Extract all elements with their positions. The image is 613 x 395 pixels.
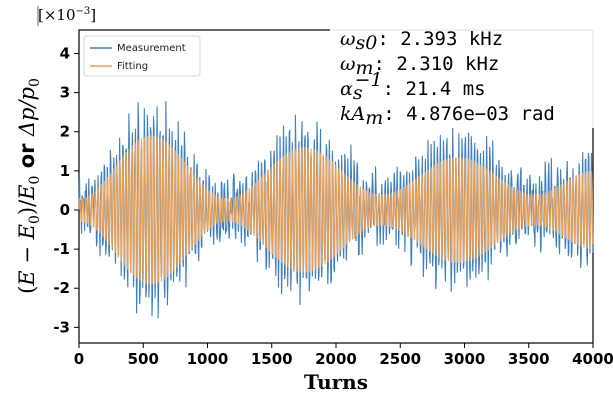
param-omega-s0: ωs0: 2.393 kHz bbox=[340, 28, 503, 54]
legend-label-fitting: Fitting bbox=[117, 61, 148, 72]
fit-parameters: ωs0: 2.393 kHz ωm: 2.310 kHz αs−1: 21.4 … bbox=[330, 28, 598, 129]
param-alpha-s: αs−1: 21.4 ms bbox=[340, 69, 486, 104]
y-tick-label: 2 bbox=[60, 123, 70, 141]
y-scale-factor: [×10−3] bbox=[38, 6, 96, 24]
x-tick-label: 2000 bbox=[315, 350, 357, 368]
param-omega-m: ωm: 2.310 kHz bbox=[340, 53, 499, 79]
legend: Measurement Fitting bbox=[83, 35, 201, 77]
x-tick-label: 0 bbox=[74, 350, 84, 368]
fitting-line bbox=[78, 135, 594, 285]
param-kAm: kAm: 4.876e−03 rad bbox=[340, 103, 555, 129]
x-axis-ticks: 0 500 1000 1500 2000 2500 3000 3500 4000 bbox=[74, 343, 613, 368]
y-tick-label: 4 bbox=[60, 44, 70, 62]
y-tick-label: 1 bbox=[60, 162, 70, 180]
y-tick-label: 0 bbox=[60, 201, 70, 219]
fit-parameters-box bbox=[330, 28, 598, 128]
x-tick-label: 2500 bbox=[379, 350, 421, 368]
y-tick-label: 3 bbox=[60, 84, 70, 102]
x-tick-label: 3500 bbox=[508, 350, 550, 368]
x-axis-label: Turns bbox=[304, 370, 368, 394]
y-axis-ticks: -3 -2 -1 0 1 2 3 4 bbox=[53, 44, 79, 336]
fitting-series bbox=[78, 135, 594, 285]
y-tick-label: -1 bbox=[53, 240, 70, 258]
x-tick-label: 4000 bbox=[572, 350, 613, 368]
legend-box bbox=[83, 35, 201, 77]
y-tick-label: -3 bbox=[53, 318, 70, 336]
x-tick-label: 1500 bbox=[251, 350, 293, 368]
legend-label-measurement: Measurement bbox=[117, 43, 186, 54]
x-tick-label: 3000 bbox=[444, 350, 486, 368]
x-tick-label: 500 bbox=[128, 350, 159, 368]
y-tick-label: -2 bbox=[53, 279, 70, 297]
y-axis-label: (E − E0)/E0 or Δp/p0 bbox=[15, 78, 43, 294]
x-tick-label: 1000 bbox=[187, 350, 229, 368]
